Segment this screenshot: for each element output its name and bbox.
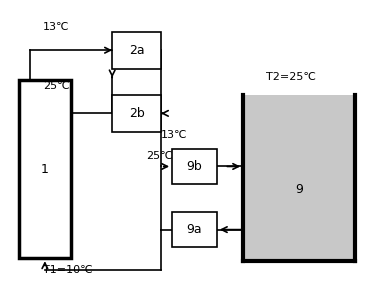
Bar bbox=[243, 95, 355, 261]
Text: 25℃: 25℃ bbox=[146, 152, 172, 161]
Text: 13℃: 13℃ bbox=[161, 130, 187, 140]
Text: 2a: 2a bbox=[129, 44, 144, 57]
Text: 9: 9 bbox=[295, 183, 303, 196]
Text: 1: 1 bbox=[41, 163, 49, 176]
Text: T1=10℃: T1=10℃ bbox=[43, 265, 93, 275]
Text: 9b: 9b bbox=[187, 160, 202, 173]
Text: 25℃: 25℃ bbox=[43, 81, 70, 91]
Text: T2=25℃: T2=25℃ bbox=[266, 73, 315, 82]
Text: 13℃: 13℃ bbox=[43, 22, 70, 32]
Bar bbox=[172, 149, 217, 184]
Bar bbox=[172, 212, 217, 247]
Bar bbox=[112, 32, 161, 69]
Bar bbox=[112, 95, 161, 132]
Text: 2b: 2b bbox=[129, 107, 144, 120]
Text: 9a: 9a bbox=[187, 223, 202, 236]
Bar bbox=[19, 80, 71, 258]
